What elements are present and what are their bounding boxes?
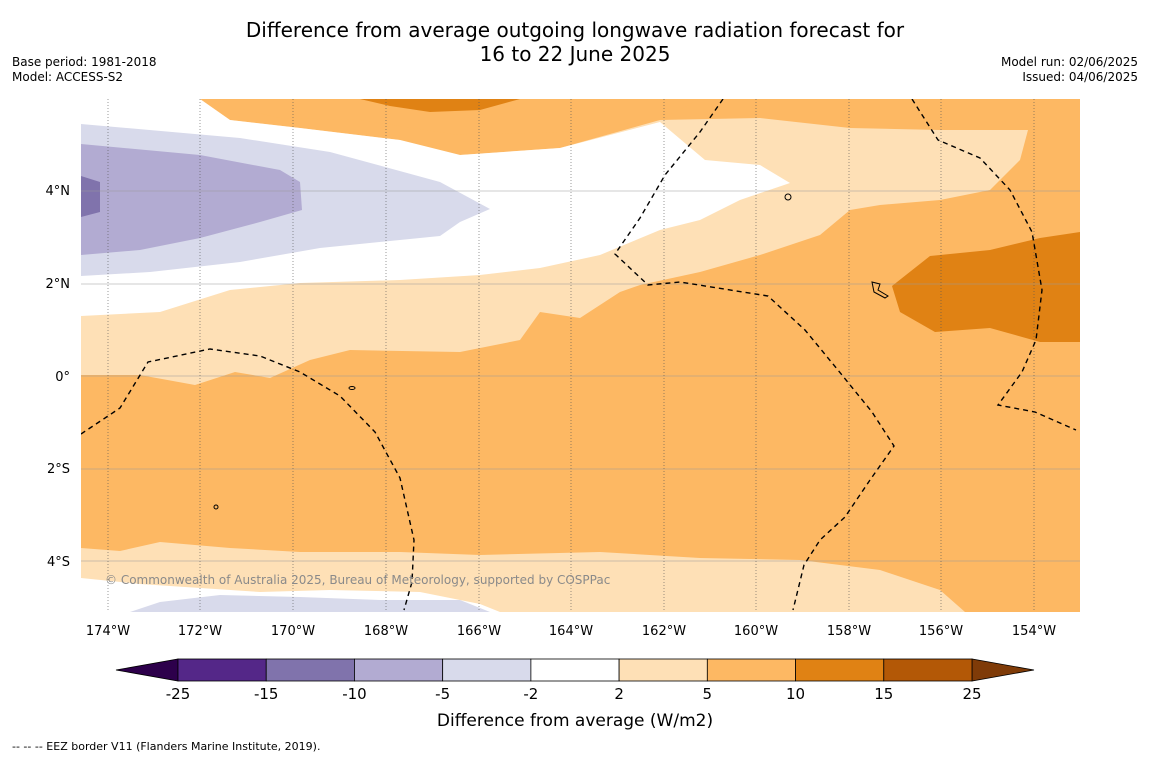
title-line-2: 16 to 22 June 2025 — [479, 42, 671, 66]
colorbar-segment — [618, 658, 708, 682]
colorbar-extend-high — [971, 658, 1035, 682]
lat-label-2s: 2°S — [47, 462, 70, 477]
chart-title: Difference from average outgoing longwav… — [0, 18, 1150, 66]
colorbar-segment — [530, 658, 620, 682]
colorbar-segment — [354, 658, 444, 682]
lon-label-166w: 166°W — [457, 624, 501, 639]
colorbar-segments — [177, 658, 973, 682]
eez-footer-note: -- -- -- EEZ border V11 (Flanders Marine… — [12, 740, 321, 753]
colorbar-extend-low — [115, 658, 179, 682]
colorbar-tick-label: -2 — [523, 685, 538, 703]
map-plot-area: © Commonwealth of Australia 2025, Bureau… — [81, 99, 1080, 612]
lon-label-158w: 158°W — [827, 624, 871, 639]
band-10-15-top-core — [360, 99, 520, 112]
band-10-15-east — [892, 232, 1080, 342]
lon-label-162w: 162°W — [642, 624, 686, 639]
lon-label-156w: 156°W — [919, 624, 963, 639]
lat-label-4n: 4°N — [46, 184, 71, 199]
colorbar-ticks: -25 -15 -10 -5 -2 2 5 10 15 25 — [166, 685, 982, 703]
colorbar-label: Difference from average (W/m2) — [437, 711, 713, 731]
band-minus15-minus10 — [81, 176, 100, 217]
title-line-1: Difference from average outgoing longwav… — [245, 18, 905, 42]
colorbar-tick-label: -15 — [254, 685, 279, 703]
lat-axis: 4°N 2°N 0° 2°S 4°S — [46, 184, 71, 570]
model-run-text: Model run: 02/06/2025 — [1000, 55, 1138, 69]
colorbar-segment — [265, 658, 355, 682]
lon-label-174w: 174°W — [86, 624, 130, 639]
colorbar-tick-label: 5 — [703, 685, 713, 703]
eez-borders — [81, 99, 1077, 611]
model-text: Model: ACCESS-S2 — [12, 70, 124, 84]
colorbar-tick-label: -10 — [342, 685, 367, 703]
lon-label-168w: 168°W — [364, 624, 408, 639]
colorbar-segment — [795, 658, 885, 682]
colorbar: -25 -15 -10 -5 -2 2 5 10 15 25 Difference from av… — [115, 658, 1035, 731]
lon-axis: 174°W 172°W 170°W 168°W 166°W 164°W 162°… — [86, 624, 1056, 639]
lat-label-0: 0° — [55, 370, 70, 385]
colorbar-tick-label: 25 — [962, 685, 981, 703]
lon-label-160w: 160°W — [734, 624, 778, 639]
lon-label-170w: 170°W — [271, 624, 315, 639]
islands — [213, 193, 889, 510]
colorbar-tick-label: 10 — [786, 685, 805, 703]
colorbar-tick-label: -5 — [435, 685, 450, 703]
gridlines — [81, 99, 1080, 612]
meta-left: Base period: 1981-2018 Model: ACCESS-S2 — [12, 55, 157, 85]
colorbar-segment — [442, 658, 532, 682]
colorbar-tick-label: 2 — [614, 685, 624, 703]
band-minus5-minus2-south — [130, 595, 490, 612]
band-minus10-minus5 — [81, 144, 302, 255]
lon-label-172w: 172°W — [178, 624, 222, 639]
copyright-text: © Commonwealth of Australia 2025, Bureau… — [105, 573, 610, 587]
lon-label-154w: 154°W — [1012, 624, 1056, 639]
colorbar-tick-label: -25 — [166, 685, 191, 703]
colorbar-segment — [706, 658, 796, 682]
colorbar-segment — [177, 658, 267, 682]
issued-text: Issued: 04/06/2025 — [1022, 70, 1138, 84]
meta-right: Model run: 02/06/2025 Issued: 04/06/2025 — [1001, 55, 1138, 85]
base-period-text: Base period: 1981-2018 — [12, 55, 157, 69]
lon-label-164w: 164°W — [549, 624, 593, 639]
colorbar-tick-label: 15 — [874, 685, 893, 703]
lat-label-4s: 4°S — [47, 555, 70, 570]
colorbar-segment — [883, 658, 973, 682]
band-10-15-top — [200, 99, 700, 135]
lat-label-2n: 2°N — [46, 277, 71, 292]
